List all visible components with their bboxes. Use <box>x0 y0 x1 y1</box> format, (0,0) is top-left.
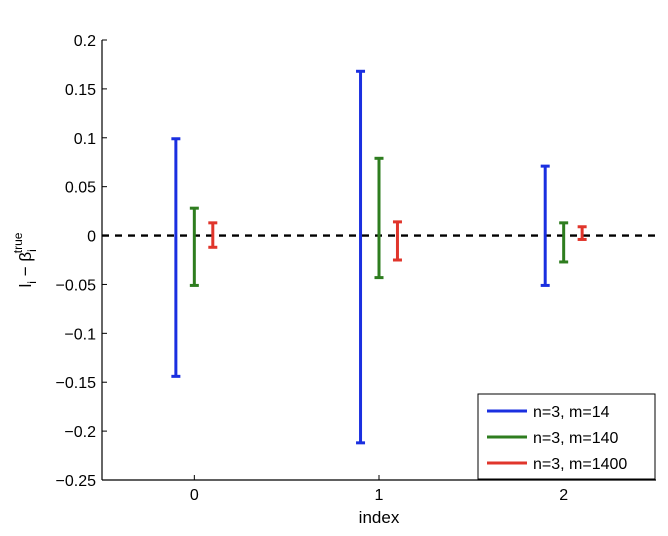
legend: n=3, m=14 n=3, m=140 n=3, m=1400 <box>477 393 656 480</box>
plot-area: −0.25 −0.2 −0.15 −0.1 −0.05 0 0.05 0.1 0.15 0.2 0… <box>56 33 656 504</box>
y-axis-label-main: l <box>16 284 35 288</box>
y-tick-label: 0.05 <box>65 180 96 197</box>
y-tick-label: −0.05 <box>56 277 97 294</box>
y-axis-label-main-sub: i <box>25 281 39 284</box>
legend-label: n=3, m=14 <box>533 404 610 421</box>
y-axis-label-beta-sup: true <box>11 232 25 253</box>
y-tick-label: −0.2 <box>64 424 96 441</box>
y-tick-label: −0.25 <box>56 473 97 490</box>
y-tick-label: 0.1 <box>74 131 96 148</box>
error-bar <box>189 206 199 287</box>
error-bar <box>577 225 587 241</box>
x-axis-label: index <box>359 508 400 527</box>
error-bar <box>392 220 402 262</box>
y-axis-label-beta-sub: i <box>25 249 39 252</box>
legend-label: n=3, m=140 <box>533 430 619 447</box>
error-bar <box>374 156 384 280</box>
legend-label: n=3, m=1400 <box>533 456 627 473</box>
y-tick-label: 0.15 <box>65 82 96 99</box>
y-tick-label: 0.2 <box>74 33 96 50</box>
y-ticks: −0.25 −0.2 −0.15 −0.1 −0.05 0 0.05 0.1 0.15 0.2 <box>56 33 107 490</box>
svg-text:li − βitrue: li − βitrue <box>11 232 39 287</box>
error-bars <box>171 69 587 445</box>
error-bar <box>171 137 181 378</box>
error-bar <box>208 221 218 249</box>
error-bar <box>540 164 550 287</box>
legend-items: n=3, m=14 n=3, m=140 n=3, m=1400 <box>487 404 627 473</box>
y-axis-label: li − βitrue <box>11 232 39 287</box>
error-bar <box>356 69 366 445</box>
x-tick-label: 0 <box>190 487 199 504</box>
y-tick-label: 0 <box>87 229 96 246</box>
y-tick-label: −0.15 <box>56 375 97 392</box>
x-tick-label: 1 <box>375 487 384 504</box>
x-tick-label: 2 <box>559 487 568 504</box>
y-axis-label-minus-beta: − β <box>16 252 35 281</box>
y-tick-label: −0.1 <box>64 326 96 343</box>
error-bar <box>559 221 569 264</box>
